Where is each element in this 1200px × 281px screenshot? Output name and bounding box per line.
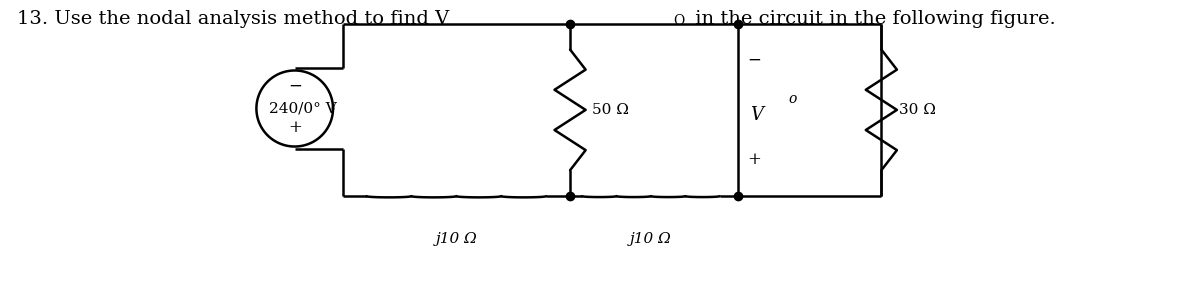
Text: 50 Ω: 50 Ω: [592, 103, 629, 117]
Text: +: +: [288, 119, 301, 137]
Text: −: −: [748, 51, 761, 68]
Text: V: V: [750, 106, 763, 124]
Text: j10 Ω: j10 Ω: [630, 232, 672, 246]
Text: 30 Ω: 30 Ω: [899, 103, 936, 117]
Text: 240/0° V: 240/0° V: [269, 101, 337, 115]
Text: j10 Ω: j10 Ω: [436, 232, 478, 246]
Text: O: O: [673, 14, 684, 28]
Text: o: o: [788, 92, 797, 106]
Text: −: −: [288, 78, 301, 95]
Text: +: +: [748, 151, 761, 169]
Text: in the circuit in the following figure.: in the circuit in the following figure.: [689, 10, 1055, 28]
Text: 13. Use the nodal analysis method to find V: 13. Use the nodal analysis method to fin…: [17, 10, 449, 28]
